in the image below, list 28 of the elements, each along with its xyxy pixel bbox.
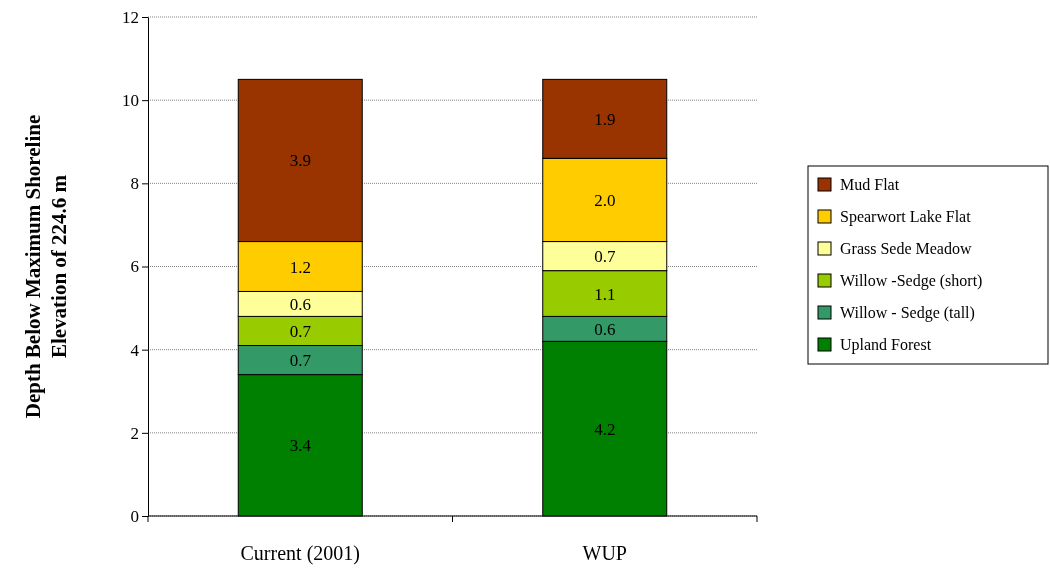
data-label: 1.9: [594, 109, 616, 129]
data-label: 0.6: [289, 294, 311, 314]
legend-label: Spearwort Lake Flat: [840, 208, 972, 226]
legend-label: Grass Sede Meadow: [840, 240, 972, 257]
x-tick-label: WUP: [582, 542, 627, 564]
y-tick-label: 12: [122, 7, 139, 27]
data-label: 3.9: [289, 151, 311, 171]
y-tick-label: 8: [130, 174, 139, 194]
y-axis-title: Depth Below Maximum Shoreline Elevation of 224.6 m: [21, 114, 71, 419]
legend-label: Willow -Sedge (short): [840, 272, 983, 290]
data-label: 1.2: [289, 257, 311, 277]
data-label: 4.2: [594, 419, 616, 439]
y-tick-label: 6: [130, 257, 139, 277]
data-label: 3.4: [289, 436, 312, 456]
data-label: 0.7: [289, 351, 312, 371]
y-tick-label: 4: [130, 340, 140, 360]
data-label: 0.6: [594, 319, 616, 339]
data-label: 0.7: [289, 321, 312, 341]
y-tick-label: 10: [122, 91, 139, 111]
y-tick-label: 2: [130, 423, 139, 443]
data-label: 2.0: [594, 190, 616, 210]
y-tick-label: 0: [130, 506, 139, 526]
x-tick-label: Current (2001): [240, 542, 360, 565]
legend-label: Mud Flat: [840, 176, 900, 193]
legend-label: Upland Forest: [840, 336, 932, 354]
data-label: 1.1: [594, 284, 616, 304]
legend-label: Willow - Sedge (tall): [840, 304, 975, 322]
data-label: 0.7: [594, 247, 616, 267]
